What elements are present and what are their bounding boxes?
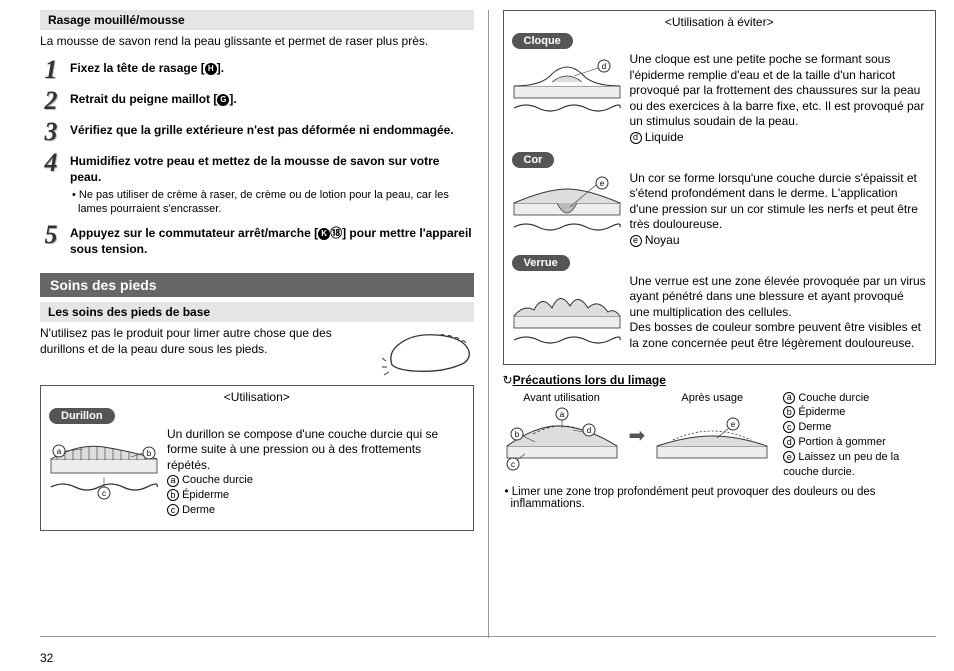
after-label: Après usage [681,392,743,404]
step-2: 2 Retrait du peigne maillot [G]. [40,88,474,114]
svg-text:a: a [57,447,62,456]
usage-box: <Utilisation> Durillon a b c [40,385,474,531]
step-text: Vérifiez que la grille extérieure n'est … [70,119,474,138]
step-number: 4 [40,150,62,176]
step-1: 1 Fixez la tête de rasage [H]. [40,57,474,83]
step-5: 5 Appuyez sur le commutateur arrêt/march… [40,222,474,257]
symbol-g-icon: G [217,94,229,106]
foot-intro-row: N'utilisez pas le produit pour limer aut… [40,325,474,377]
foot-care-sub: Les soins des pieds de base [40,302,474,322]
blister-pill: Cloque [512,33,573,49]
svg-text:c: c [511,460,515,469]
wet-shave-intro: La mousse de savon rend la peau glissant… [40,33,474,49]
corn-pill: Cor [512,152,555,168]
step-number: 1 [40,57,62,83]
usage-title: <Utilisation> [49,390,465,404]
wet-shave-heading: Rasage mouillé/mousse [40,10,474,30]
filing-key: a Couche durcie b Épiderme c Derme d Por… [783,391,923,480]
step-text: Humidifiez votre peau et mettez de la mo… [70,150,474,217]
blister-desc: Une cloque est une petite poche se forma… [630,52,928,146]
steps-list: 1 Fixez la tête de rasage [H]. 2 Retrait… [40,57,474,262]
step-3: 3 Vérifiez que la grille extérieure n'es… [40,119,474,145]
wart-desc: Une verrue est une zone élevée provoquée… [630,274,928,352]
filing-row: Avant utilisation a b d c ➡ Après usa [503,391,937,480]
wart-diagram-icon [512,274,622,352]
footer-rule [40,636,936,637]
step-text: Fixez la tête de rasage [H]. [70,57,474,76]
step-subnote: • Ne pas utiliser de crème à raser, de c… [70,188,474,218]
svg-text:a: a [559,410,564,419]
page-number: 32 [40,651,53,665]
symbol-h-icon: H [205,63,217,75]
step-text: Retrait du peigne maillot [G]. [70,88,474,107]
step-number: 2 [40,88,62,114]
before-col: Avant utilisation a b d c [503,392,621,478]
svg-text:d: d [586,426,590,435]
before-label: Avant utilisation [523,392,600,404]
foot-care-section: Soins des pieds [40,273,474,297]
svg-text:c: c [102,489,106,498]
filing-note: • Limer une zone trop profondément peut … [503,486,937,510]
foot-para: N'utilisez pas le produit pour limer aut… [40,325,372,357]
foot-icon [382,325,474,377]
wart-pill: Verrue [512,255,570,271]
callus-desc: Un durillon se compose d'une couche durc… [167,427,465,518]
step-4: 4 Humidifiez votre peau et mettez de la … [40,150,474,217]
corn-diagram-icon: e [512,171,622,241]
svg-text:e: e [731,420,736,429]
svg-text:b: b [147,449,152,458]
symbol-k-icon: K [318,228,330,240]
svg-text:b: b [514,430,519,439]
callus-diagram-icon: a b c [49,427,159,503]
step-number: 5 [40,222,62,248]
before-diagram-icon: a b d c [503,404,621,478]
right-column: <Utilisation à éviter> Cloque d Une cloq… [503,10,937,663]
avoid-box: <Utilisation à éviter> Cloque d Une cloq… [503,10,937,365]
avoid-title: <Utilisation à éviter> [512,15,928,29]
callus-pill: Durillon [49,408,115,424]
corn-desc: Un cor se forme lorsqu'une couche durcie… [630,171,928,249]
symbol-18: ⑱ [330,226,342,240]
after-diagram-icon: e [653,404,771,478]
arrow-icon: ➡ [629,423,646,448]
precautions-heading: Précautions lors du limage [503,373,937,387]
column-divider [488,10,489,638]
left-column: Rasage mouillé/mousse La mousse de savon… [40,10,474,663]
step-text: Appuyez sur le commutateur arrêt/marche … [70,222,474,257]
step-number: 3 [40,119,62,145]
after-col: Après usage e [653,392,771,478]
svg-text:e: e [599,179,604,188]
callus-key: a Couche durcie b Épiderme c Derme [167,473,465,518]
blister-diagram-icon: d [512,52,622,122]
svg-text:d: d [601,62,605,71]
